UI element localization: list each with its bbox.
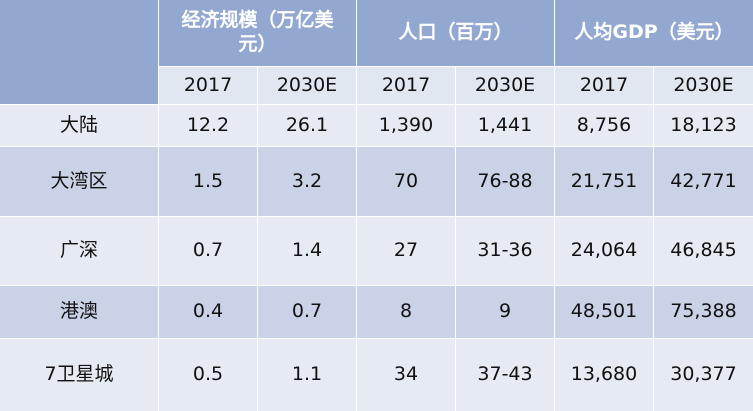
row-label: 广深 (0, 217, 158, 285)
table-cell: 26.1 (258, 105, 356, 146)
table-cell: 9 (456, 286, 554, 338)
table-cell: 31-36 (456, 217, 554, 285)
year-header: 2030E (258, 67, 356, 104)
table-cell: 30,377 (654, 339, 753, 411)
table-cell: 8,756 (555, 105, 653, 146)
table-cell: 0.7 (258, 286, 356, 338)
row-label: 大陆 (0, 105, 158, 146)
table-cell: 12.2 (159, 105, 257, 146)
table-cell: 8 (357, 286, 455, 338)
table-cell: 34 (357, 339, 455, 411)
table-cell: 1,390 (357, 105, 455, 146)
table-cell: 24,064 (555, 217, 653, 285)
table-cell: 0.7 (159, 217, 257, 285)
year-header: 2017 (357, 67, 455, 104)
group-header-gdp-per-capita: 人均GDP（美元） (555, 0, 753, 66)
table-cell: 1.5 (159, 147, 257, 216)
table-cell: 21,751 (555, 147, 653, 216)
table-cell: 76-88 (456, 147, 554, 216)
table-cell: 46,845 (654, 217, 753, 285)
table-cell: 1.4 (258, 217, 356, 285)
table-cell: 75,388 (654, 286, 753, 338)
table-cell: 13,680 (555, 339, 653, 411)
year-header: 2030E (654, 67, 753, 104)
table-cell: 0.4 (159, 286, 257, 338)
table-cell: 70 (357, 147, 455, 216)
table-cell: 1,441 (456, 105, 554, 146)
table-cell: 37-43 (456, 339, 554, 411)
group-header-economy: 经济规模（万亿美元） (159, 0, 356, 66)
table-cell: 3.2 (258, 147, 356, 216)
table-cell: 0.5 (159, 339, 257, 411)
year-header: 2017 (555, 67, 653, 104)
row-label: 大湾区 (0, 147, 158, 216)
table-cell: 18,123 (654, 105, 753, 146)
row-label: 7卫星城 (0, 339, 158, 411)
year-header: 2017 (159, 67, 257, 104)
row-label: 港澳 (0, 286, 158, 338)
table-corner (0, 0, 158, 104)
table-cell: 27 (357, 217, 455, 285)
table-cell: 42,771 (654, 147, 753, 216)
group-header-population: 人口（百万） (357, 0, 554, 66)
year-header: 2030E (456, 67, 554, 104)
table-cell: 48,501 (555, 286, 653, 338)
table-cell: 1.1 (258, 339, 356, 411)
